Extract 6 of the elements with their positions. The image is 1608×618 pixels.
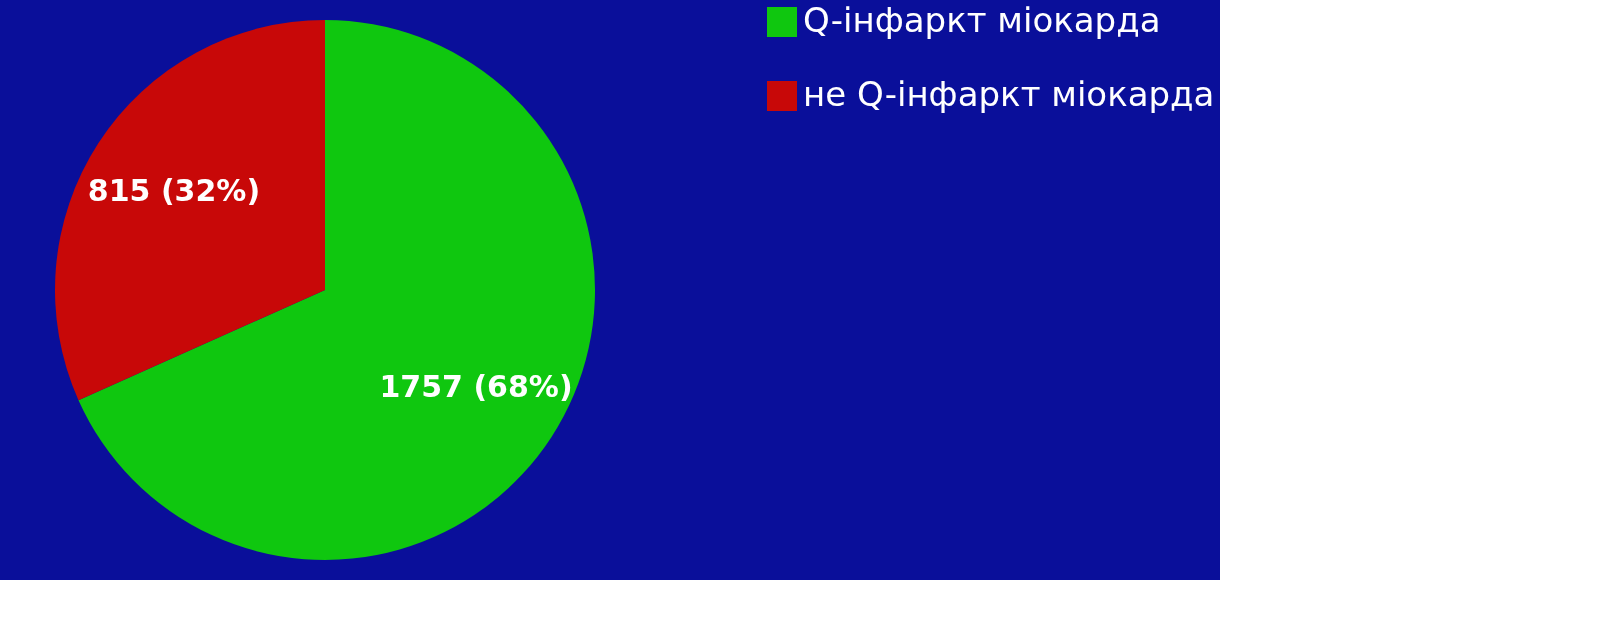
pie-slice xyxy=(55,20,325,401)
pie-slice xyxy=(78,20,595,560)
legend-label: Q-інфаркт міокарда xyxy=(803,0,1161,40)
legend-label: не Q-інфаркт міокарда xyxy=(803,74,1215,114)
data-label: 1757 (68%) xyxy=(379,368,573,404)
data-label: 815 (32%) xyxy=(87,173,261,209)
